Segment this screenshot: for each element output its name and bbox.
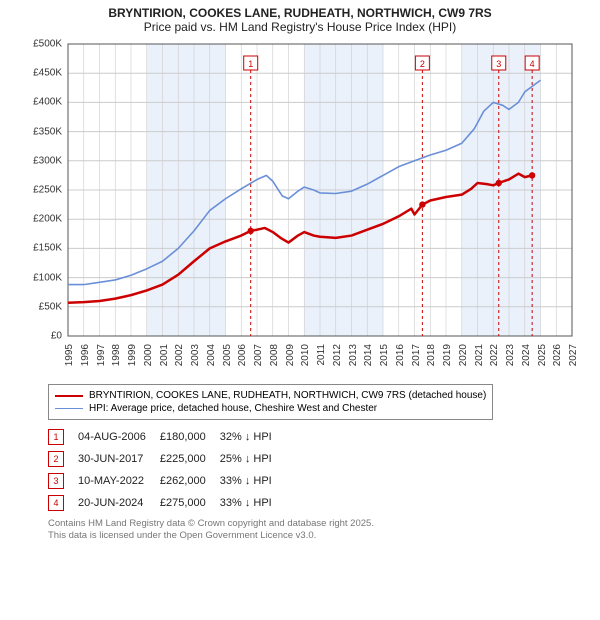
x-tick-label: 1997 — [96, 344, 107, 366]
event-delta: 32% ↓ HPI — [220, 426, 286, 448]
x-tick-label: 2016 — [395, 344, 406, 366]
footer-line1: Contains HM Land Registry data © Crown c… — [48, 518, 580, 530]
legend-swatch — [55, 408, 83, 409]
x-tick-label: 2021 — [474, 344, 485, 366]
y-tick-label: £50K — [39, 301, 62, 312]
event-delta: 33% ↓ HPI — [220, 470, 286, 492]
legend: BRYNTIRION, COOKES LANE, RUDHEATH, NORTH… — [48, 384, 493, 420]
svg-text:2: 2 — [420, 59, 425, 69]
event-badge: 4 — [48, 495, 64, 511]
event-date: 20-JUN-2024 — [78, 492, 160, 514]
title-line2: Price paid vs. HM Land Registry's House … — [10, 20, 590, 34]
event-date: 30-JUN-2017 — [78, 448, 160, 470]
legend-label: BRYNTIRION, COOKES LANE, RUDHEATH, NORTH… — [89, 390, 486, 401]
x-tick-label: 2026 — [552, 344, 563, 366]
event-badge: 3 — [48, 473, 64, 489]
x-tick-label: 1995 — [64, 344, 75, 366]
x-tick-label: 2013 — [348, 344, 359, 366]
footer-line2: This data is licensed under the Open Gov… — [48, 530, 580, 542]
x-tick-label: 2003 — [190, 344, 201, 366]
event-price: £275,000 — [160, 492, 220, 514]
x-tick-label: 2006 — [237, 344, 248, 366]
svg-text:1: 1 — [248, 59, 253, 69]
event-price: £262,000 — [160, 470, 220, 492]
x-tick-label: 2004 — [206, 344, 217, 366]
x-tick-label: 2000 — [143, 344, 154, 366]
chart-container: { "title": { "line1": "BRYNTIRION, COOKE… — [0, 0, 600, 543]
x-tick-label: 2024 — [521, 344, 532, 366]
event-delta: 25% ↓ HPI — [220, 448, 286, 470]
event-row: 4 20-JUN-2024£275,00033% ↓ HPI — [48, 492, 286, 514]
x-tick-label: 2019 — [442, 344, 453, 366]
y-tick-label: £350K — [33, 126, 62, 137]
chart-title: BRYNTIRION, COOKES LANE, RUDHEATH, NORTH… — [0, 0, 600, 36]
y-tick-label: £400K — [33, 97, 62, 108]
x-tick-label: 2027 — [568, 344, 579, 366]
x-tick-label: 2012 — [332, 344, 343, 366]
x-tick-label: 2010 — [300, 344, 311, 366]
legend-item: BRYNTIRION, COOKES LANE, RUDHEATH, NORTH… — [55, 389, 486, 402]
event-date: 10-MAY-2022 — [78, 470, 160, 492]
legend-item: HPI: Average price, detached house, Ches… — [55, 402, 486, 415]
x-tick-label: 2023 — [505, 344, 516, 366]
svg-text:4: 4 — [530, 59, 535, 69]
event-badge: 1 — [48, 429, 64, 445]
legend-swatch — [55, 395, 83, 397]
x-tick-label: 2018 — [426, 344, 437, 366]
events-table: 1 04-AUG-2006£180,00032% ↓ HPI 2 30-JUN-201… — [48, 426, 580, 514]
x-tick-label: 2015 — [379, 344, 390, 366]
x-tick-label: 2002 — [174, 344, 185, 366]
event-row: 2 30-JUN-2017£225,00025% ↓ HPI — [48, 448, 286, 470]
event-badge: 2 — [48, 451, 64, 467]
event-date: 04-AUG-2006 — [78, 426, 160, 448]
x-tick-label: 2017 — [411, 344, 422, 366]
event-price: £180,000 — [160, 426, 220, 448]
y-tick-label: £150K — [33, 243, 62, 254]
legend-label: HPI: Average price, detached house, Ches… — [89, 403, 377, 414]
x-tick-label: 2020 — [458, 344, 469, 366]
x-tick-label: 2025 — [537, 344, 548, 366]
event-row: 1 04-AUG-2006£180,00032% ↓ HPI — [48, 426, 286, 448]
x-tick-label: 1999 — [127, 344, 138, 366]
y-tick-label: £500K — [33, 39, 62, 50]
x-tick-label: 2009 — [285, 344, 296, 366]
y-tick-label: £300K — [33, 155, 62, 166]
y-tick-label: £250K — [33, 185, 62, 196]
y-tick-label: £200K — [33, 214, 62, 225]
svg-text:3: 3 — [496, 59, 501, 69]
y-tick-label: £0 — [51, 331, 62, 342]
x-tick-label: 2005 — [222, 344, 233, 366]
x-tick-label: 2011 — [316, 344, 327, 366]
x-tick-label: 2007 — [253, 344, 264, 366]
event-price: £225,000 — [160, 448, 220, 470]
title-line1: BRYNTIRION, COOKES LANE, RUDHEATH, NORTH… — [10, 6, 590, 20]
x-tick-label: 2022 — [489, 344, 500, 366]
footer-attribution: Contains HM Land Registry data © Crown c… — [48, 518, 580, 543]
event-delta: 33% ↓ HPI — [220, 492, 286, 514]
chart-svg: 1 2 3 4 — [20, 36, 580, 376]
y-tick-label: £100K — [33, 272, 62, 283]
x-tick-label: 1998 — [111, 344, 122, 366]
chart-plot: 1 2 3 4 £0 £50K £100K £150K £200K £250K £300K £350… — [20, 36, 580, 376]
event-row: 3 10-MAY-2022£262,00033% ↓ HPI — [48, 470, 286, 492]
x-tick-label: 1996 — [80, 344, 91, 366]
x-tick-label: 2008 — [269, 344, 280, 366]
y-tick-label: £450K — [33, 68, 62, 79]
x-tick-label: 2014 — [363, 344, 374, 366]
x-tick-label: 2001 — [159, 344, 170, 366]
